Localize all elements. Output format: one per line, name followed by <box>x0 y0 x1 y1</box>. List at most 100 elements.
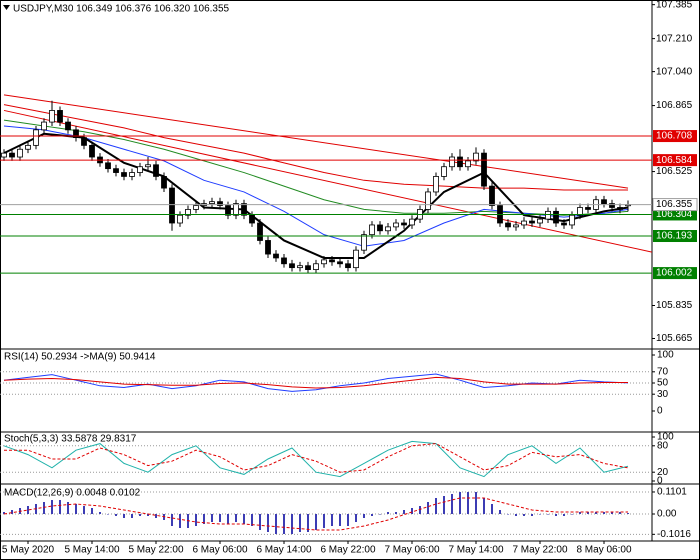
histogram-bar <box>315 514 317 530</box>
y-tick-label: 107.385 <box>656 0 693 10</box>
candle-body <box>321 259 327 265</box>
candle-body <box>185 209 191 216</box>
y-tick-label: 105.835 <box>656 300 693 311</box>
candle-body <box>473 152 479 162</box>
histogram-bar <box>555 514 557 516</box>
candle-body <box>129 172 135 177</box>
histogram-bar <box>251 514 253 526</box>
candle-body <box>425 191 431 210</box>
y-tick-label: 0.1101 <box>657 487 687 498</box>
candle-body <box>577 207 583 216</box>
histogram-bar <box>515 514 517 516</box>
histogram-bar <box>619 512 621 514</box>
histogram-bar <box>411 508 413 514</box>
x-tick-label: 6 May 06:00 <box>192 545 247 556</box>
histogram-bar <box>3 512 5 514</box>
candle-body <box>121 172 127 177</box>
candle-body <box>385 226 391 232</box>
histogram-bar <box>427 502 429 514</box>
candle-body <box>529 220 535 224</box>
histogram-bar <box>227 514 229 524</box>
histogram-bar <box>283 514 285 534</box>
candle-body <box>49 110 55 123</box>
candle-body <box>617 207 623 210</box>
candle-body <box>33 129 39 146</box>
histogram-bar <box>611 512 613 514</box>
candle-body <box>169 187 175 224</box>
level-label-bg <box>653 230 697 243</box>
histogram-bar <box>627 513 629 514</box>
candle-body <box>401 222 407 226</box>
histogram-bar <box>307 514 309 532</box>
histogram-bar <box>131 514 133 518</box>
candle-body <box>161 176 167 189</box>
histogram-bar <box>67 502 69 514</box>
histogram-bar <box>451 494 453 514</box>
histogram-bar <box>379 514 381 515</box>
candle-body <box>433 176 439 193</box>
candle-body <box>513 224 519 228</box>
histogram-bar <box>371 514 373 516</box>
candle-body <box>329 259 335 263</box>
candle-body <box>73 129 79 139</box>
trendline <box>3 109 652 253</box>
candle-body <box>9 152 15 158</box>
level-label: 106.193 <box>656 231 693 242</box>
histogram-bar <box>587 512 589 514</box>
histogram-bar <box>347 514 349 526</box>
x-tick-label: 5 May 14:00 <box>64 545 119 556</box>
histogram-bar <box>155 514 157 518</box>
histogram-bar <box>275 514 277 534</box>
candle-body <box>225 205 231 216</box>
candle-body <box>393 222 399 228</box>
current-price-label: 106.355 <box>656 199 693 210</box>
level-label: 106.584 <box>656 155 693 166</box>
candle-body <box>489 185 495 206</box>
x-tick-label: 7 May 06:00 <box>384 545 439 556</box>
candle-body <box>601 199 607 204</box>
candle-body <box>449 156 455 168</box>
candle-body <box>521 220 527 226</box>
candle-body <box>441 166 447 177</box>
histogram-bar <box>99 512 101 514</box>
x-tick-label: 5 May 22:00 <box>128 545 183 556</box>
candle-body <box>17 148 23 158</box>
candle-body <box>353 249 359 269</box>
candle-body <box>233 203 239 216</box>
histogram-bar <box>43 502 45 514</box>
histogram-bar <box>595 512 597 514</box>
panel-title: Stoch(5,3,3) 33.5878 29.8317 <box>4 434 137 445</box>
candle-body <box>281 257 287 265</box>
candle-body <box>561 222 567 226</box>
histogram-bar <box>123 514 125 518</box>
candle-body <box>569 214 575 226</box>
y-tick-label: 30 <box>657 389 669 400</box>
histogram-bar <box>459 492 461 514</box>
histogram-bar <box>355 514 357 522</box>
y-tick-label: 100 <box>657 350 674 361</box>
x-tick-label: 7 May 22:00 <box>512 545 567 556</box>
histogram-bar <box>571 514 573 515</box>
candle-body <box>545 210 551 220</box>
y-tick-label: 105.665 <box>656 333 693 344</box>
indicator-line <box>3 376 629 389</box>
histogram-bar <box>91 508 93 514</box>
candle-body <box>81 137 87 146</box>
symbol-menu-icon[interactable] <box>3 5 10 10</box>
candle-body <box>537 218 543 224</box>
y-tick-label: 20 <box>657 467 669 478</box>
candle-body <box>137 166 143 173</box>
candle-body <box>265 240 271 255</box>
panel-title: MACD(12,26,9) 0.0048 0.0102 <box>4 488 141 499</box>
histogram-bar <box>259 514 261 530</box>
histogram-bar <box>435 498 437 514</box>
x-tick-label: 6 May 14:00 <box>256 545 311 556</box>
histogram-bar <box>387 512 389 514</box>
candle-body <box>65 121 71 131</box>
histogram-bar <box>291 514 293 534</box>
candle-body <box>105 162 111 170</box>
histogram-bar <box>395 512 397 514</box>
